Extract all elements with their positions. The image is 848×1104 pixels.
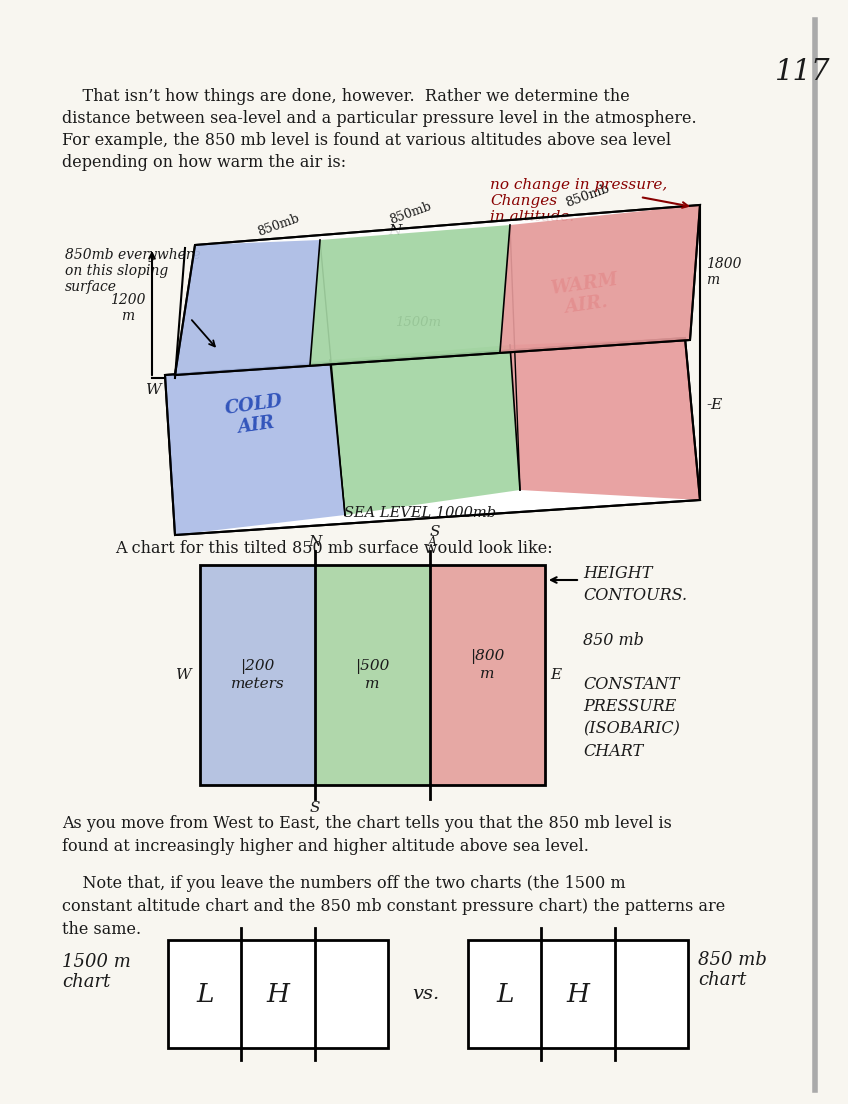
Text: no change in pressure,
Changes
in altitude.: no change in pressure, Changes in altitu…: [490, 178, 667, 224]
Text: Note that, if you leave the numbers off the two charts (the 1500 m: Note that, if you leave the numbers off …: [62, 875, 626, 892]
Text: WARM
AIR.: WARM AIR.: [549, 272, 622, 319]
Text: W: W: [147, 383, 162, 397]
Text: 1500 m
chart: 1500 m chart: [62, 953, 131, 991]
Text: N: N: [388, 224, 402, 238]
Polygon shape: [175, 240, 320, 375]
Text: -E: -E: [706, 399, 722, 412]
Text: As you move from West to East, the chart tells you that the 850 mb level is: As you move from West to East, the chart…: [62, 815, 672, 832]
Text: 117: 117: [775, 59, 830, 86]
Text: 850mb everywhere
on this sloping
surface: 850mb everywhere on this sloping surface: [65, 248, 201, 295]
Text: found at increasingly higher and higher altitude above sea level.: found at increasingly higher and higher …: [62, 838, 589, 854]
Text: W: W: [176, 668, 192, 682]
Text: L: L: [196, 981, 214, 1007]
Bar: [168, 940, 388, 1048]
Polygon shape: [175, 205, 700, 375]
Text: 850mb: 850mb: [388, 200, 432, 226]
Text: H: H: [266, 981, 289, 1007]
Text: vs.: vs.: [412, 985, 439, 1004]
Text: For example, the 850 mb level is found at various altitudes above sea level: For example, the 850 mb level is found a…: [62, 132, 671, 149]
Polygon shape: [330, 344, 520, 514]
Text: 850mb: 850mb: [564, 182, 612, 210]
Text: depending on how warm the air is:: depending on how warm the air is:: [62, 153, 346, 171]
Bar: [200, 565, 545, 785]
Polygon shape: [310, 225, 510, 365]
Bar: [315, 565, 430, 785]
Text: SEA LEVEL 1000mb: SEA LEVEL 1000mb: [344, 506, 496, 520]
Text: 1800
m: 1800 m: [706, 257, 741, 287]
Text: 1500m: 1500m: [395, 316, 441, 329]
Text: A: A: [427, 537, 437, 549]
Text: E: E: [550, 668, 561, 682]
Text: |500
m: |500 m: [355, 659, 390, 691]
Text: H: H: [566, 981, 589, 1007]
Text: COLD
AIR: COLD AIR: [224, 392, 287, 438]
Text: 850 mb
chart: 850 mb chart: [698, 951, 767, 989]
Text: |200
meters: |200 meters: [231, 659, 284, 691]
Polygon shape: [165, 360, 345, 535]
Text: S: S: [310, 802, 321, 815]
Text: That isn’t how things are done, however.  Rather we determine the: That isn’t how things are done, however.…: [62, 88, 630, 105]
Bar: [200, 565, 315, 785]
Text: the same.: the same.: [62, 921, 141, 938]
Bar: [468, 940, 688, 1048]
Text: A chart for this tilted 850 mb surface would look like:: A chart for this tilted 850 mb surface w…: [115, 540, 553, 558]
Text: L: L: [496, 981, 513, 1007]
Text: constant altitude chart and the 850 mb constant pressure chart) the patterns are: constant altitude chart and the 850 mb c…: [62, 898, 725, 915]
Text: 1200
m: 1200 m: [110, 293, 146, 323]
Text: S: S: [430, 526, 440, 539]
Polygon shape: [510, 338, 700, 500]
Bar: [430, 565, 545, 785]
Text: 850mb: 850mb: [255, 211, 301, 238]
Text: N: N: [309, 535, 321, 549]
Text: distance between sea-level and a particular pressure level in the atmosphere.: distance between sea-level and a particu…: [62, 110, 696, 127]
Polygon shape: [165, 338, 700, 535]
Text: |800
m: |800 m: [471, 649, 505, 680]
Text: HEIGHT
CONTOURS.

850 mb

CONSTANT
PRESSURE
(ISOBARIC)
CHART: HEIGHT CONTOURS. 850 mb CONSTANT PRESSUR…: [583, 565, 687, 760]
Polygon shape: [500, 205, 700, 352]
